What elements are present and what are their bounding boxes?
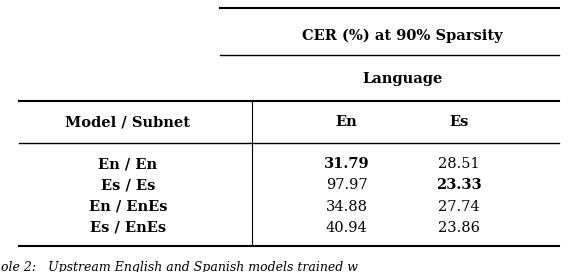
Text: En: En [336, 115, 357, 129]
Text: 23.33: 23.33 [436, 178, 481, 192]
Text: 40.94: 40.94 [325, 221, 368, 235]
Text: CER (%) at 90% Sparsity: CER (%) at 90% Sparsity [302, 28, 503, 43]
Text: 28.51: 28.51 [438, 157, 480, 171]
Text: ole 2:   Upstream English and Spanish models trained w: ole 2: Upstream English and Spanish mode… [1, 261, 358, 272]
Text: 23.86: 23.86 [438, 221, 480, 235]
Text: 34.88: 34.88 [325, 200, 368, 214]
Text: Language: Language [362, 72, 443, 86]
Text: En / En: En / En [98, 157, 157, 171]
Text: Es: Es [449, 115, 468, 129]
Text: Model / Subnet: Model / Subnet [65, 115, 190, 129]
Text: 97.97: 97.97 [326, 178, 368, 192]
Text: 31.79: 31.79 [324, 157, 369, 171]
Text: 27.74: 27.74 [438, 200, 480, 214]
Text: Es / EnEs: Es / EnEs [90, 221, 166, 235]
Text: En / EnEs: En / EnEs [88, 200, 167, 214]
Text: Es / Es: Es / Es [101, 178, 155, 192]
